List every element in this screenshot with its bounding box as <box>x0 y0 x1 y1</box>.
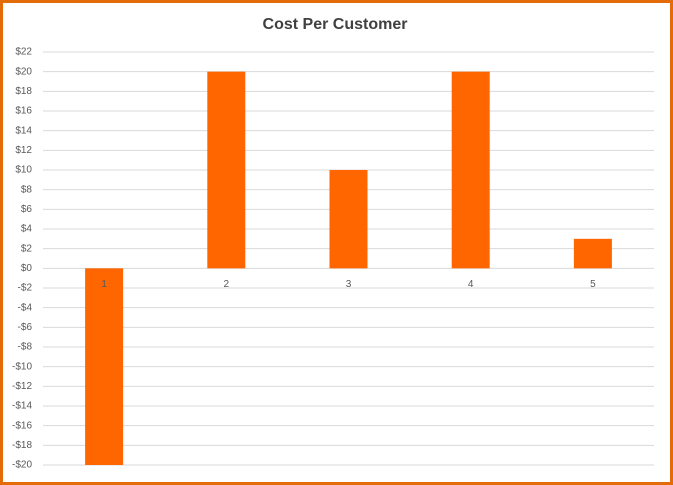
x-tick-label: 5 <box>590 279 596 290</box>
y-tick-label: $22 <box>15 47 32 58</box>
y-tick-label: -$20 <box>12 460 32 471</box>
x-tick-label: 2 <box>224 279 230 290</box>
y-tick-label: -$6 <box>18 322 33 333</box>
y-tick-label: $4 <box>21 224 33 235</box>
x-tick-label: 3 <box>346 279 352 290</box>
y-tick-label: $0 <box>21 263 33 274</box>
bar <box>207 71 246 269</box>
x-tick-label: 4 <box>468 279 474 290</box>
y-tick-label: $12 <box>15 145 32 156</box>
y-tick-label: $16 <box>15 106 32 117</box>
y-tick-label: $8 <box>21 184 33 195</box>
y-tick-label: -$14 <box>12 401 32 412</box>
y-tick-label: -$16 <box>12 420 32 431</box>
bar <box>451 71 490 269</box>
y-tick-label: -$2 <box>18 283 33 294</box>
x-tick-label: 1 <box>101 279 107 290</box>
y-tick-label: $2 <box>21 243 33 254</box>
chart-title: Cost Per Customer <box>263 16 408 33</box>
y-tick-label: -$12 <box>12 381 32 392</box>
y-tick-label: $20 <box>15 66 32 77</box>
y-tick-label: -$4 <box>18 302 33 313</box>
y-tick-label: -$18 <box>12 440 32 451</box>
bar <box>329 170 368 269</box>
y-tick-label: $10 <box>15 165 32 176</box>
y-tick-label: $14 <box>15 125 32 136</box>
bar <box>85 268 124 465</box>
y-tick-label: -$10 <box>12 361 32 372</box>
bar <box>573 238 612 269</box>
y-tick-label: -$8 <box>18 342 33 353</box>
y-tick-label: $6 <box>21 204 33 215</box>
y-tick-label: $18 <box>15 86 32 97</box>
